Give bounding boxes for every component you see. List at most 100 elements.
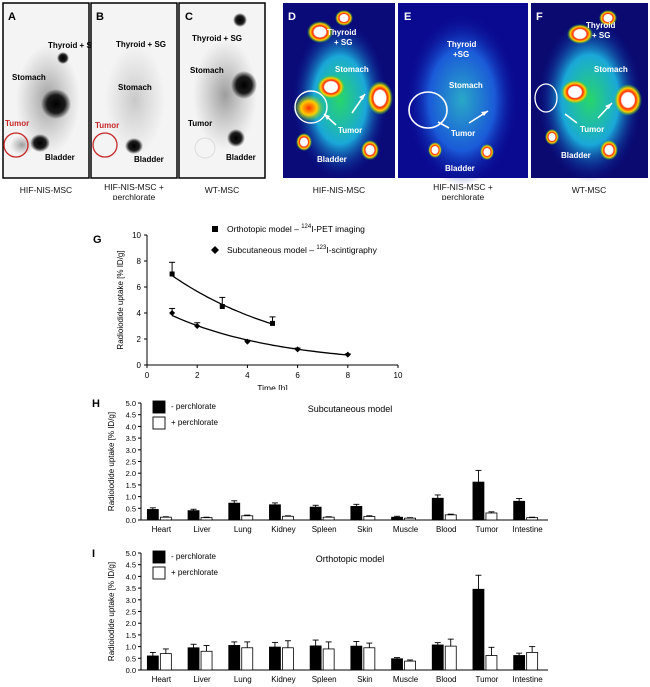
bar [350,506,363,521]
category-label: Muscle [393,525,419,534]
bar [282,647,294,671]
y-tick-label: 3.0 [126,446,136,455]
y-tick-label: 3.0 [126,596,136,605]
bar [309,506,322,521]
imaging-panels: A Thyroid + SG Stomach Tumor Bladder B T… [2,2,648,200]
tumor-label: Tumor [188,119,212,128]
x-tick-label: 10 [394,371,403,380]
y-tick-label: 0.0 [126,666,136,675]
x-tick-label: 0 [145,371,150,380]
thyroid-label: Thyroid + SG [192,34,242,43]
panel-letter: C [185,11,193,23]
y-axis-label: Radioiodide uptake [% ID/g] [107,562,116,661]
legend-marker-diamond [211,246,219,254]
data-point-square [270,320,275,326]
legend-label: - perchlorate [171,402,216,411]
tumor-label: Tumor [95,121,119,130]
y-tick-label: 5.0 [126,549,136,558]
bar [391,658,403,671]
sg-label: +SG [453,50,469,59]
bladder-label: Bladder [226,153,256,162]
chart-title: Subcutaneous model [308,404,393,414]
panel-letter: A [8,11,16,23]
bar [363,647,376,671]
data-point-square [219,304,225,309]
bar [444,514,457,521]
bar [472,481,485,521]
bar [431,644,444,671]
category-label: Muscle [393,675,419,684]
panel-caption: HIF-NIS-MSC [313,185,365,195]
bar [485,512,498,521]
panel-caption: WT-MSC [205,185,239,195]
panel-b: B Thyroid + SG Stomach Tumor Bladder [90,2,178,179]
data-point-diamond [194,323,201,329]
bar [159,653,172,671]
bar [269,504,281,521]
y-tick-label: 1.5 [126,481,136,490]
bar [200,517,213,521]
y-tick-label: 2 [137,335,142,344]
stomach-label: Stomach [118,83,152,92]
category-label: Kidney [271,525,295,534]
category-label: Tumor [476,675,499,684]
panel-letter: F [536,11,543,23]
y-axis-label: Radioiodide uptake [% ID/g] [107,412,116,511]
y-tick-label: 2.0 [126,619,136,628]
data-point-diamond [344,351,351,358]
legend-swatch [152,416,166,430]
thyroid-label: Thyroid + SG [116,40,166,49]
y-tick-label: 2.5 [126,458,136,467]
y-tick-label: 3.5 [126,584,136,593]
y-axis-label: Radioiodide uptake [% ID/g] [116,250,125,349]
category-label: Blood [436,525,456,534]
panel-letter: H [92,398,100,410]
bar [391,516,403,521]
bar [146,655,159,671]
bar [187,647,200,671]
stomach-label: Stomach [12,73,46,82]
x-tick-label: 2 [195,371,200,380]
sg-label: + SG [592,31,610,40]
bar [322,516,335,521]
panel-caption: HIF-NIS-MSC [20,185,72,195]
bar [513,655,526,671]
panel-letter: G [93,234,102,246]
y-tick-label: 1.5 [126,631,136,640]
category-label: Lung [234,525,252,534]
bar [228,645,241,671]
bar-chart-i: I 0.0 0.5 1.0 1.5 2.0 2.5 3.0 3.5 4.0 4.5 5.0 Radioi… [92,548,548,684]
panel-caption-line2: perchlorate [442,192,485,200]
y-tick-label: 2.5 [126,608,136,617]
bar [187,510,200,521]
category-label: Skin [357,675,373,684]
bladder-label: Bladder [561,151,591,160]
thyroid-label: Thyroid [586,21,615,30]
bar [159,516,172,521]
bar [309,645,322,671]
category-label: Intestine [513,675,544,684]
panel-letter: B [96,11,104,23]
y-tick-label: 0 [137,361,142,370]
legend-label: Orthotopic model – 124I-PET imaging [227,224,365,234]
bar [350,645,363,671]
bar [526,652,539,671]
category-label: Skin [357,525,373,534]
y-tick-label: 1.0 [126,643,136,652]
bar [241,515,254,521]
panel-d: D Thyroid + SG Stomach Tumor Bladder [283,3,395,180]
tumor-label: Tumor [580,125,604,134]
chart-title: Orthotopic model [316,554,385,564]
stomach-label: Stomach [335,65,369,74]
x-tick-label: 4 [245,371,250,380]
bar [444,645,457,671]
legend-swatch [152,566,166,580]
stomach-label: Stomach [594,65,628,74]
y-tick-label: 4.5 [126,561,136,570]
bar [282,515,294,521]
y-tick-label: 6 [137,283,142,292]
tumor-label: Tumor [338,126,362,135]
stomach-label: Stomach [449,81,483,90]
category-label: Kidney [271,675,295,684]
data-point-diamond [294,346,301,353]
